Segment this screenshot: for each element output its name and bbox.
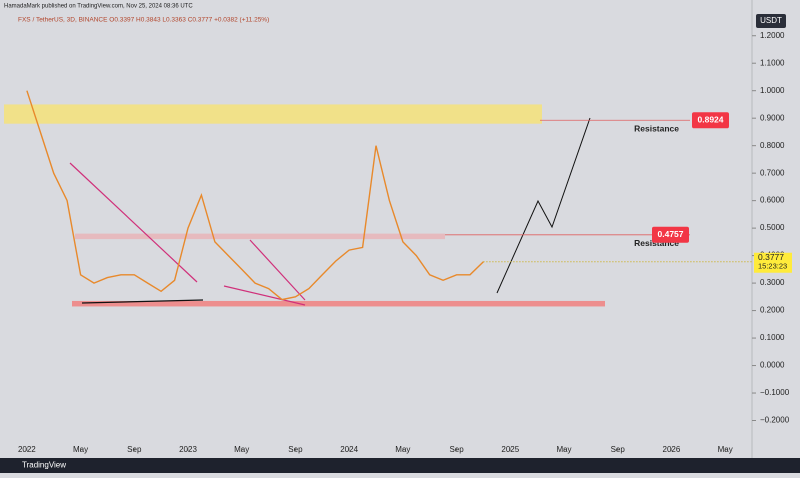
y-tick-label: 0.8000 <box>760 141 785 150</box>
x-tick-label: Sep <box>611 445 626 454</box>
y-tick-label: 0.6000 <box>760 196 785 205</box>
drawings <box>69 117 591 306</box>
price-line <box>26 90 484 301</box>
y-tick-label: 0.3000 <box>760 278 785 287</box>
x-tick-label: 2023 <box>179 445 197 454</box>
y-tick-label: 0.5000 <box>760 223 785 232</box>
y-tick-label: 1.2000 <box>760 31 785 40</box>
x-tick-label: Sep <box>449 445 464 454</box>
trendline <box>69 162 198 283</box>
y-tick-label: 0.1000 <box>760 333 785 342</box>
zone <box>72 300 605 307</box>
y-tick-label: 0.2000 <box>760 306 785 315</box>
y-tick-label: 0.0000 <box>760 361 785 370</box>
countdown: 15:23:23 <box>758 262 787 271</box>
subtitle: FXS / TetherUS, 3D, BINANCE O0.3397 H0.3… <box>18 17 269 24</box>
brand: TradingView <box>22 461 66 470</box>
price-badge <box>692 112 729 129</box>
x-tick-label: 2025 <box>501 445 519 454</box>
price-badge <box>652 226 689 243</box>
y-tick-label: 1.0000 <box>760 86 785 95</box>
trendline <box>223 285 306 306</box>
y-tick-label: 0.9000 <box>760 113 785 122</box>
x-tick-label: May <box>556 445 571 454</box>
x-tick-label: 2026 <box>663 445 681 454</box>
currency: USDT <box>760 16 782 25</box>
projection <box>496 117 591 294</box>
currency-box <box>756 14 786 28</box>
x-tick-label: Sep <box>127 445 142 454</box>
x-tick-label: May <box>73 445 88 454</box>
price-badge-label: 0.4757 <box>658 229 684 239</box>
x-tick-label: 2024 <box>340 445 358 454</box>
x-tick-label: Sep <box>288 445 303 454</box>
x-tick-label: May <box>395 445 410 454</box>
x-tick-label: May <box>234 445 249 454</box>
level-label: Resistance <box>634 238 679 248</box>
price-badge-label: 0.8924 <box>698 115 724 125</box>
chart-title: HamadaMark published on TradingView.com,… <box>4 4 193 10</box>
y-tick-label: 1.1000 <box>760 58 785 67</box>
level-label: Resistance <box>634 124 679 134</box>
y-tick-label: −0.2000 <box>760 416 790 425</box>
zone <box>75 233 445 240</box>
y-tick-label: −0.1000 <box>760 388 790 397</box>
last-price-box <box>754 252 792 273</box>
zone <box>4 104 542 124</box>
x-tick-label: May <box>718 445 733 454</box>
last-price: 0.3777 <box>758 252 784 262</box>
y-tick-label: 0.7000 <box>760 168 785 177</box>
trendline <box>249 239 306 301</box>
x-tick-label: 2022 <box>18 445 36 454</box>
support-line <box>81 299 204 304</box>
footer-bar <box>0 458 800 473</box>
